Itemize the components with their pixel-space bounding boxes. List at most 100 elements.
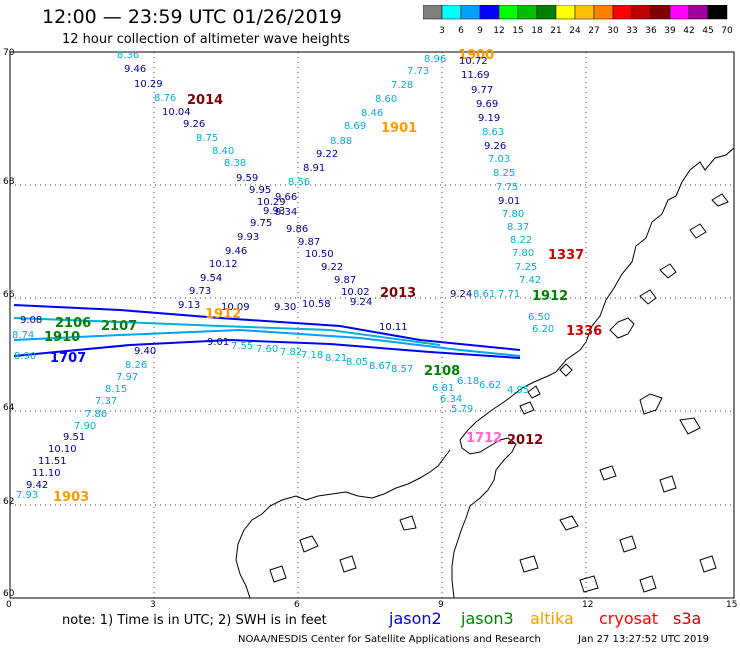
wave-height-label: 9.22 (316, 149, 339, 160)
pass-time-label: 1712 (466, 431, 503, 446)
wave-height-label: 9.75 (250, 218, 273, 229)
wave-height-label: 7.55 (231, 341, 254, 352)
pass-time-label: 1707 (50, 351, 87, 366)
pass-time-label: 2014 (187, 93, 224, 108)
x-tick-label: 12 (582, 600, 594, 610)
wave-height-label: 7.97 (116, 372, 139, 383)
wave-height-label: 9.01 (207, 337, 230, 348)
pass-time-label: 2107 (101, 319, 138, 334)
color-scale-label: 30 (607, 26, 619, 36)
color-scale-label: 27 (588, 26, 599, 36)
wave-height-label: 9.87 (298, 237, 321, 248)
wave-height-label: 5.79 (451, 404, 474, 415)
wave-height-label: 7.42 (519, 275, 542, 286)
wave-height-label: 8.60 (375, 94, 398, 105)
wave-height-label: 7.80 (502, 209, 525, 220)
wave-height-label: 10.29 (257, 197, 286, 208)
page-subtitle: 12 hour collection of altimeter wave hei… (62, 32, 350, 47)
dense-track-band (13, 304, 521, 359)
wave-height-label: 6.62 (479, 380, 502, 391)
wave-height-label: 10.50 (305, 249, 334, 260)
color-scale-label: 33 (626, 26, 637, 36)
credit-text: NOAA/NESDIS Center for Satellite Applica… (238, 634, 541, 645)
wave-height-label: 7.93 (16, 490, 39, 501)
wave-height-label: 9.66 (275, 192, 298, 203)
wave-height-label: 9.40 (134, 346, 157, 357)
pass-time-label: 1900 (458, 48, 495, 63)
wave-height-label: 7.86 (85, 409, 108, 420)
wave-height-label: 8.96 (424, 54, 447, 65)
wave-height-label: 7.90 (74, 421, 97, 432)
wave-height-label: 10.12 (209, 259, 238, 270)
pass-time-label: 2108 (424, 364, 461, 379)
legend-item-s3a: s3a (673, 609, 702, 628)
wave-height-label: 8.63 (482, 127, 505, 138)
wave-height-label: 10.10 (48, 444, 77, 455)
wave-height-label: 7.28 (391, 80, 414, 91)
pass-time-label: 1912 (532, 289, 569, 304)
y-tick-label: 70 (3, 48, 15, 58)
y-tick-label: 62 (3, 497, 15, 507)
wave-height-label: 8.22 (510, 235, 533, 246)
wave-height-label: 8.21 (325, 353, 348, 364)
x-tick-label: 9 (438, 600, 444, 610)
wave-height-label: 9.59 (236, 173, 259, 184)
wave-height-label: 8.46 (361, 108, 384, 119)
wave-height-label: 9.54 (200, 273, 223, 284)
legend-item-jason2: jason2 (389, 609, 442, 628)
wave-height-label: 7.37 (95, 396, 118, 407)
wave-height-label: 9.01 (498, 196, 521, 207)
color-scale-label: 15 (512, 26, 523, 36)
wave-height-label: 9.26 (484, 141, 507, 152)
pass-time-label: 1912 (205, 307, 242, 322)
wave-height-label: 8.26 (125, 360, 148, 371)
wave-height-label: 9.51 (63, 432, 86, 443)
pass-time-label: 2012 (507, 433, 544, 448)
pass-time-label: 1901 (381, 121, 418, 136)
wave-height-label: 7.71 (498, 289, 521, 300)
color-scale-label: 6 (458, 26, 464, 36)
color-swatch (707, 5, 728, 20)
wave-height-label: 9.73 (189, 286, 212, 297)
footer-note: note: 1) Time is in UTC; 2) SWH is in fe… (62, 613, 327, 628)
legend-item-altika: altika (530, 609, 574, 628)
wave-height-label: 7.82 (280, 347, 303, 358)
color-scale-label: 3 (439, 26, 445, 36)
wave-height-label: 8.15 (105, 384, 128, 395)
wave-height-label: 9.13 (178, 300, 201, 311)
wave-height-label: 8.40 (212, 146, 235, 157)
wave-height-label: 7.80 (512, 248, 535, 259)
wave-height-label: 8.75 (196, 133, 219, 144)
map-frame (9, 51, 735, 599)
timestamp-text: Jan 27 13:27:52 UTC 2019 (578, 634, 710, 645)
color-scale-label: 9 (477, 26, 483, 36)
wave-height-label: 9.86 (286, 224, 309, 235)
wave-height-label: 10.58 (302, 299, 331, 310)
wave-height-label: 8.05 (346, 357, 369, 368)
wave-height-label: 6.18 (457, 376, 480, 387)
wave-height-label: 9.95 (249, 185, 272, 196)
wave-height-label: 8.57 (391, 364, 414, 375)
wave-height-label: 9.93 (237, 232, 260, 243)
color-scale-label: 42 (683, 26, 694, 36)
wave-height-label: 6.50 (528, 312, 551, 323)
legend-item-cryosat: cryosat (599, 609, 659, 628)
wave-height-label: 8.90 (14, 351, 37, 362)
wave-height-label: 11.10 (32, 468, 61, 479)
color-scale-label: 70 (721, 26, 733, 36)
wave-height-label: 8.76 (154, 93, 177, 104)
wave-height-label: 8.56 (288, 177, 311, 188)
wave-height-label: 8.37 (507, 222, 530, 233)
wave-height-label: 9.93 (263, 206, 286, 217)
wave-height-label: 8.69 (344, 121, 367, 132)
wave-height-label: 11.51 (38, 456, 67, 467)
color-scale-label: 21 (550, 26, 561, 36)
wave-height-label: 10.72 (459, 56, 488, 67)
wave-height-label: 9.42 (26, 480, 49, 491)
page-title: 12:00 — 23:59 UTC 01/26/2019 (42, 6, 342, 28)
x-tick-label: 0 (6, 600, 12, 610)
wave-height-label: 9.30 (274, 302, 297, 313)
wave-height-label: 8.88 (330, 136, 353, 147)
